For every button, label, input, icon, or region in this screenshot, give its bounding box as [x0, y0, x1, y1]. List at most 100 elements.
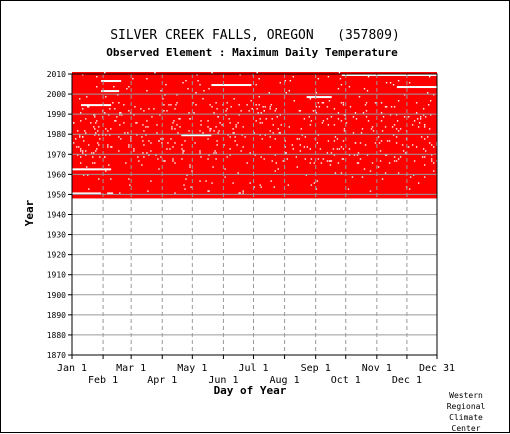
missing-day-mark [399, 156, 402, 158]
missing-data-span [396, 86, 437, 89]
missing-day-mark [380, 120, 383, 122]
missing-day-mark [96, 76, 98, 78]
missing-day-mark [278, 132, 280, 134]
missing-day-mark [77, 154, 79, 156]
missing-day-mark [146, 78, 148, 80]
missing-day-mark [366, 90, 369, 92]
missing-day-mark [237, 172, 239, 174]
missing-day-mark [181, 158, 183, 160]
x-tick-label: Feb 1 [88, 375, 118, 386]
missing-day-mark [367, 76, 370, 78]
x-tick-label: Jul 1 [238, 363, 268, 374]
missing-day-mark [317, 102, 320, 104]
missing-day-mark [174, 192, 176, 194]
missing-day-mark [197, 80, 199, 82]
x-tick-label: Apr 1 [147, 375, 177, 386]
missing-day-mark [432, 170, 435, 172]
missing-day-mark [141, 136, 143, 138]
missing-data-span [341, 74, 437, 76]
missing-day-mark [321, 102, 324, 104]
missing-day-mark [115, 120, 117, 122]
missing-day-mark [426, 136, 429, 138]
missing-day-mark [233, 98, 235, 100]
missing-day-mark [374, 142, 377, 144]
missing-day-mark [428, 128, 431, 130]
missing-day-mark [209, 128, 211, 130]
missing-day-mark [299, 150, 302, 152]
missing-day-mark [381, 130, 384, 132]
y-tick-label: 1960 [47, 170, 66, 179]
missing-day-mark [82, 108, 84, 110]
missing-day-mark [397, 100, 400, 102]
x-tick-label: Dec 31 [419, 363, 455, 374]
missing-day-mark [235, 126, 237, 128]
missing-day-mark [80, 162, 82, 164]
missing-day-mark [347, 188, 350, 190]
missing-day-mark [277, 168, 279, 170]
missing-day-mark [143, 156, 145, 158]
missing-day-mark [199, 130, 201, 132]
missing-day-mark [208, 88, 210, 90]
missing-day-mark [176, 124, 178, 126]
missing-day-mark [274, 138, 276, 140]
missing-day-mark [385, 154, 388, 156]
missing-day-mark [184, 188, 186, 190]
missing-day-mark [348, 148, 351, 150]
missing-day-mark [340, 146, 343, 148]
missing-data-span [211, 84, 252, 87]
missing-day-mark [277, 128, 279, 130]
missing-day-mark [261, 122, 263, 124]
missing-day-mark [221, 124, 223, 126]
missing-day-mark [397, 130, 400, 132]
missing-day-mark [213, 112, 215, 114]
missing-day-mark [193, 112, 195, 114]
missing-data-span [72, 168, 112, 171]
missing-day-mark [430, 160, 433, 162]
missing-day-mark [95, 132, 97, 134]
missing-day-mark [316, 142, 319, 144]
x-tick-label: Jun 1 [208, 375, 238, 386]
missing-day-mark [429, 100, 432, 102]
missing-day-mark [430, 144, 433, 146]
missing-day-mark [299, 110, 302, 112]
missing-day-mark [207, 190, 209, 192]
x-tick-label: Oct 1 [331, 375, 361, 386]
missing-day-mark [156, 124, 158, 126]
missing-day-mark [333, 154, 336, 156]
missing-day-mark [169, 148, 171, 150]
missing-day-mark [234, 136, 236, 138]
missing-day-mark [133, 114, 135, 116]
missing-day-mark [265, 118, 267, 120]
missing-day-mark [93, 114, 95, 116]
missing-day-mark [291, 144, 294, 146]
missing-day-mark [249, 152, 251, 154]
missing-day-mark [160, 138, 162, 140]
missing-day-mark [255, 84, 257, 86]
missing-day-mark [73, 142, 75, 144]
missing-day-mark [219, 122, 221, 124]
missing-data-span [181, 134, 212, 137]
missing-day-mark [327, 76, 330, 78]
missing-day-mark [199, 152, 201, 154]
missing-day-mark [273, 186, 275, 188]
missing-day-mark [146, 120, 148, 122]
missing-day-mark [98, 126, 100, 128]
missing-day-mark [271, 160, 273, 162]
missing-day-mark [123, 122, 125, 124]
missing-day-mark [172, 122, 174, 124]
missing-day-mark [142, 140, 144, 142]
missing-day-mark [238, 192, 240, 194]
missing-day-mark [389, 114, 392, 116]
missing-day-mark [384, 126, 387, 128]
missing-day-mark [85, 132, 87, 134]
missing-day-mark [238, 114, 240, 116]
missing-day-mark [390, 106, 393, 108]
missing-day-mark [109, 134, 111, 136]
missing-day-mark [345, 122, 348, 124]
missing-day-mark [334, 172, 337, 174]
missing-day-mark [119, 192, 121, 194]
missing-day-mark [432, 94, 435, 96]
missing-day-mark [392, 134, 395, 136]
missing-day-mark [393, 160, 396, 162]
missing-day-mark [232, 128, 234, 130]
